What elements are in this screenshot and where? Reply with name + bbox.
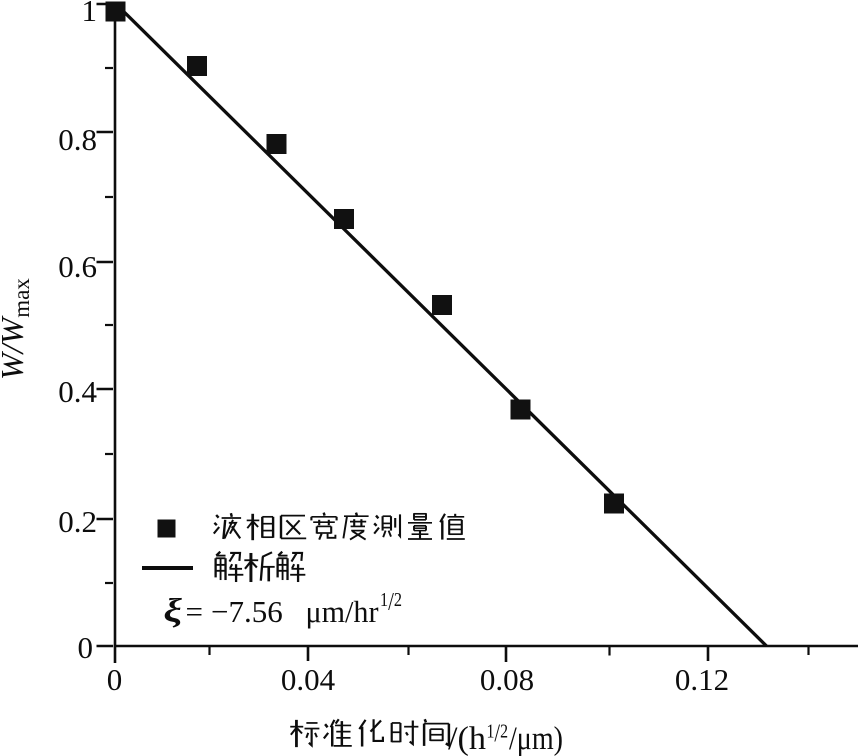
svg-text:W/Wmax: W/Wmax — [0, 278, 34, 380]
svg-text:0.8: 0.8 — [58, 122, 97, 157]
svg-text:0.4: 0.4 — [58, 374, 97, 409]
svg-text:0: 0 — [78, 630, 94, 665]
svg-text:ξ: ξ — [164, 593, 183, 630]
svg-text:0.6: 0.6 — [58, 249, 97, 284]
svg-text:0.04: 0.04 — [281, 662, 336, 697]
svg-text:=: = — [186, 594, 203, 629]
svg-text:0.08: 0.08 — [480, 662, 534, 697]
svg-text:/μm): /μm) — [509, 721, 563, 756]
svg-text:1/2: 1/2 — [487, 720, 509, 747]
svg-text:0: 0 — [107, 662, 123, 697]
svg-text:−7.56: −7.56 — [211, 594, 283, 629]
svg-text:1: 1 — [82, 0, 98, 28]
svg-text:μm/hr: μm/hr — [306, 594, 380, 629]
svg-text:/(h: /(h — [448, 721, 487, 756]
svg-text:0.12: 0.12 — [675, 662, 729, 697]
svg-text:0.2: 0.2 — [58, 504, 97, 539]
svg-text:1/2: 1/2 — [380, 589, 402, 616]
